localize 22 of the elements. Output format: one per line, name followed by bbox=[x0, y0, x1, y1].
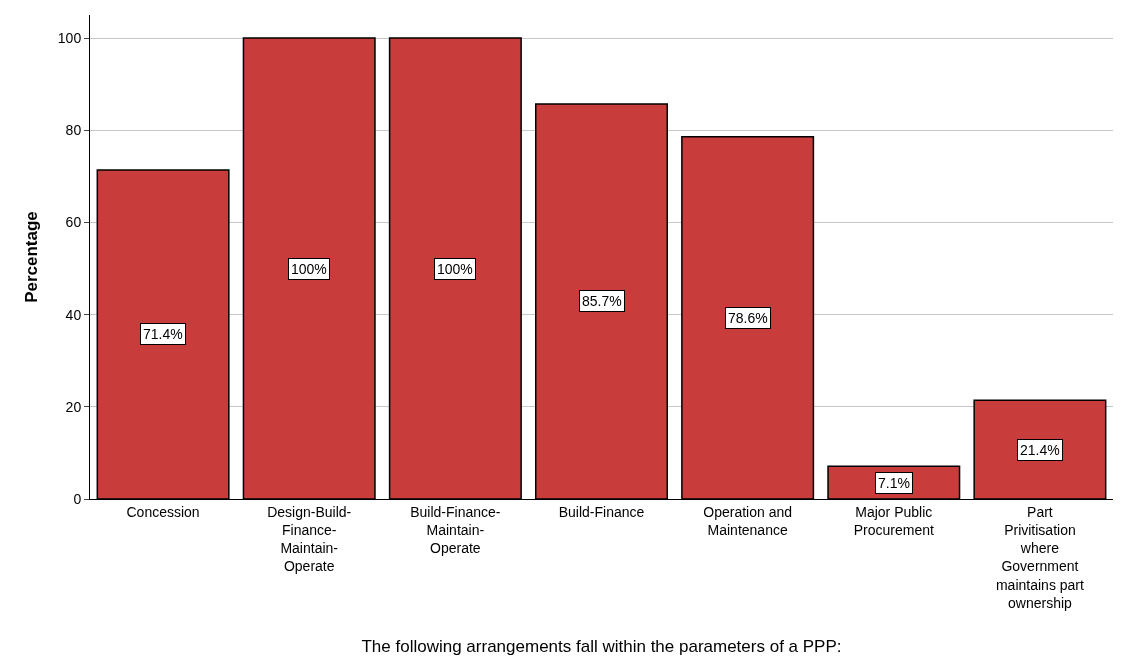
data-label: 71.4% bbox=[143, 326, 183, 342]
data-label: 100% bbox=[437, 261, 473, 277]
x-tick-label: Design-Build-Finance-Maintain-Operate bbox=[267, 503, 352, 575]
x-tick-label: Build-Finance-Maintain-Operate bbox=[410, 503, 501, 557]
data-label: 21.4% bbox=[1020, 442, 1060, 458]
y-tick-label: 100 bbox=[57, 29, 82, 46]
x-tick-label: Major Public Procurement bbox=[853, 503, 934, 538]
data-label: 7.1% bbox=[878, 475, 910, 491]
y-tick-label: 20 bbox=[65, 398, 82, 415]
y-tick-label: 60 bbox=[65, 214, 82, 231]
y-axis-title: Percentage bbox=[22, 211, 42, 303]
x-tick-label: Operation and Maintenance bbox=[703, 503, 793, 538]
x-tick-label: Concession bbox=[126, 503, 200, 520]
data-label: 85.7% bbox=[582, 293, 622, 309]
y-tick-label: 0 bbox=[73, 490, 82, 507]
x-axis-title: The following arrangements fall within the parameters of a PPP: bbox=[361, 637, 842, 657]
x-tick-label: Build-Finance bbox=[558, 503, 645, 520]
y-tick-label: 80 bbox=[65, 122, 82, 139]
y-tick-label: 40 bbox=[65, 306, 82, 323]
data-label: 78.6% bbox=[728, 310, 768, 326]
x-tick-label: Part Privitisation where Government maintains part ownership bbox=[995, 503, 1084, 611]
data-label: 100% bbox=[291, 261, 327, 277]
